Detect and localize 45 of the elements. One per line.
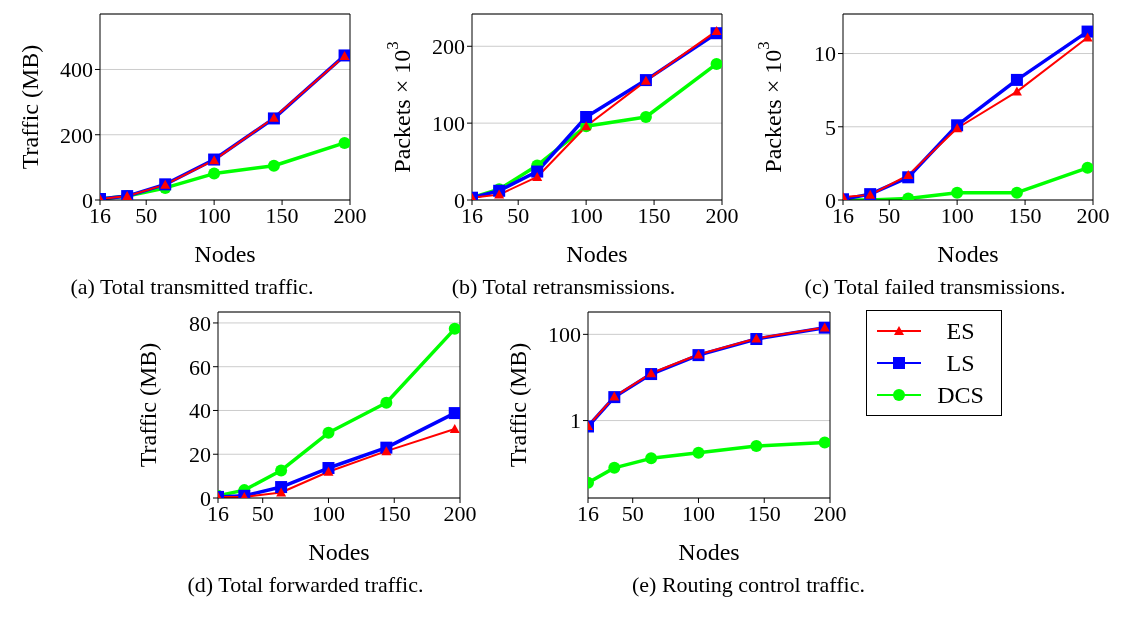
y-tick-label: 60 [188, 354, 211, 380]
x-tick-label: 150 [265, 202, 299, 228]
y-tick-label: 100 [431, 110, 465, 136]
legend-label: ES [945, 317, 976, 345]
x-tick-label: 50 [621, 500, 644, 526]
y-tick-label: 20 [188, 442, 211, 468]
y-axis-title: Traffic (MB) [504, 342, 531, 468]
x-tick-label: 50 [878, 202, 901, 228]
x-axis-title: Nodes [677, 539, 740, 565]
x-axis-title: Nodes [565, 241, 628, 267]
x-tick-label: 150 [377, 500, 411, 526]
x-tick-label: 50 [506, 202, 529, 228]
x-tick-label: 150 [637, 202, 671, 228]
x-tick-label: 100 [940, 202, 974, 228]
y-tick-label: 80 [188, 310, 211, 336]
legend-label: DCS [936, 381, 985, 409]
x-tick-label: 200 [705, 202, 738, 228]
y-tick-label: 400 [60, 57, 93, 83]
x-tick-label: 100 [569, 202, 603, 228]
y-tick-label: 1 [569, 408, 581, 434]
text: (d) Total forwarded traffic. [187, 572, 424, 598]
x-tick-label: 100 [681, 500, 715, 526]
y-tick-label: 200 [431, 34, 465, 60]
text: (a) Total transmitted traffic. [70, 274, 314, 300]
x-tick-label: 16 [576, 500, 599, 526]
x-tick-label: 50 [135, 202, 158, 228]
x-axis-title: Nodes [937, 241, 999, 267]
x-tick-label: 200 [333, 202, 367, 228]
text: (b) Total retransmissions. [451, 274, 676, 300]
legend-label: LS [945, 349, 976, 377]
x-tick-label: 200 [1076, 202, 1110, 228]
x-tick-label: 150 [747, 500, 781, 526]
y-axis-title: Traffic (MB) [134, 342, 161, 468]
x-tick-label: 50 [251, 500, 274, 526]
y-tick-label: 200 [60, 122, 93, 148]
x-tick-label: 100 [311, 500, 345, 526]
x-axis-title: Nodes [307, 539, 370, 565]
y-tick-label: 10 [814, 41, 836, 67]
x-tick-label: 150 [1008, 202, 1042, 228]
y-tick-label: 5 [825, 114, 836, 140]
text: (c) Total failed transmissions. [804, 274, 1066, 300]
y-axis-title: Traffic (MB) [17, 44, 43, 170]
text: (e) Routing control traffic. [632, 572, 865, 598]
y-tick-label: 40 [188, 398, 211, 424]
x-axis-title: Nodes [194, 241, 256, 267]
